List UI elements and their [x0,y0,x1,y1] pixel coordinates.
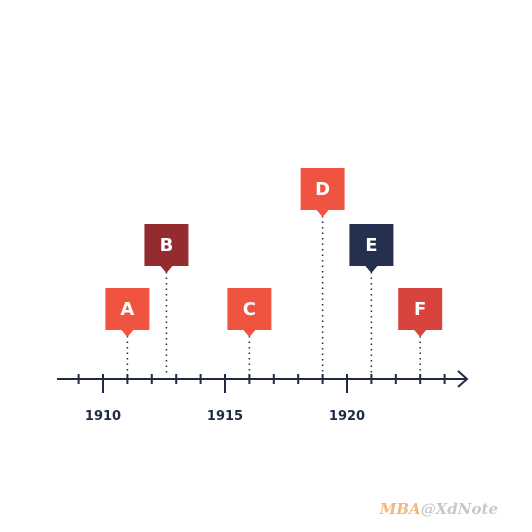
event-label: B [160,235,174,256]
watermark-handle: @XdNote [421,500,498,518]
event-label: F [414,299,426,320]
event-marker [398,288,443,337]
event-marker [227,288,272,337]
axis-arrow [457,370,469,388]
event-label: E [365,235,377,256]
event-label: A [120,299,134,320]
watermark: MBA@XdNote [379,500,498,518]
event-marker [144,224,189,273]
event-marker [105,288,150,337]
tick-label: 1920 [329,409,365,424]
tick-label: 1915 [207,409,243,424]
event-marker [349,224,394,273]
event-label: D [315,179,330,200]
tick-label: 1910 [85,409,121,424]
event-label: C [243,299,256,320]
event-marker [300,168,345,217]
watermark-brand: MBA [379,500,421,518]
